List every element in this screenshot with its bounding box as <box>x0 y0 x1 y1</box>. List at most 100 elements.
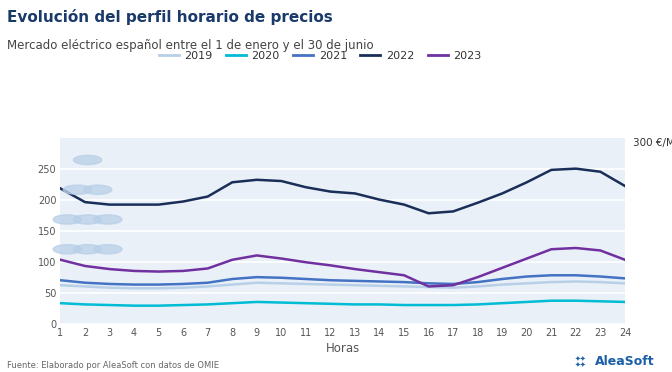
2021 <box>130 282 138 287</box>
2021 <box>400 280 408 284</box>
2020 <box>56 301 65 305</box>
Circle shape <box>83 185 112 195</box>
Circle shape <box>73 215 101 224</box>
2022 <box>498 191 506 196</box>
2023 <box>327 263 335 267</box>
2021 <box>228 277 237 281</box>
2021 <box>327 278 335 282</box>
2023 <box>474 275 482 279</box>
2022 <box>376 198 384 202</box>
2020 <box>351 302 359 307</box>
2021 <box>56 278 65 282</box>
2022 <box>351 191 359 196</box>
Text: Mercado eléctrico español entre el 1 de enero y el 30 de junio: Mercado eléctrico español entre el 1 de … <box>7 39 374 52</box>
2019 <box>253 280 261 285</box>
2023 <box>523 256 531 261</box>
2023 <box>278 256 286 261</box>
2019 <box>572 279 580 284</box>
2022 <box>56 186 65 191</box>
2022 <box>547 168 555 172</box>
2021 <box>81 280 89 285</box>
2023 <box>253 253 261 258</box>
2022 <box>572 166 580 171</box>
2021 <box>547 273 555 278</box>
Circle shape <box>53 215 81 224</box>
2021 <box>204 280 212 285</box>
Text: 300 €/MWh: 300 €/MWh <box>634 138 672 148</box>
2020 <box>474 302 482 307</box>
2019 <box>302 282 310 286</box>
2019 <box>376 283 384 288</box>
2022 <box>81 200 89 204</box>
2019 <box>523 281 531 286</box>
2020 <box>425 303 433 307</box>
2019 <box>106 285 114 290</box>
2019 <box>351 283 359 288</box>
2021 <box>621 276 629 280</box>
Circle shape <box>73 245 101 254</box>
2023 <box>596 248 604 253</box>
2021 <box>155 282 163 287</box>
Legend: 2019, 2020, 2021, 2022, 2023: 2019, 2020, 2021, 2022, 2023 <box>155 46 486 65</box>
2021 <box>572 273 580 278</box>
2019 <box>425 285 433 289</box>
2021 <box>278 276 286 280</box>
Circle shape <box>73 155 101 164</box>
2022 <box>253 177 261 182</box>
2023 <box>155 269 163 274</box>
2021 <box>523 274 531 279</box>
2019 <box>474 284 482 289</box>
2020 <box>155 304 163 308</box>
2019 <box>327 282 335 287</box>
2020 <box>278 300 286 305</box>
2020 <box>204 302 212 307</box>
2020 <box>130 304 138 308</box>
2020 <box>302 301 310 305</box>
2021 <box>376 279 384 284</box>
Line: 2023: 2023 <box>60 248 625 286</box>
2022 <box>302 185 310 189</box>
Text: AleaSoft: AleaSoft <box>595 355 655 368</box>
2019 <box>621 281 629 286</box>
2019 <box>400 284 408 289</box>
2019 <box>547 280 555 284</box>
2019 <box>56 283 65 288</box>
2022 <box>130 202 138 207</box>
2019 <box>228 282 237 287</box>
2022 <box>449 209 457 214</box>
2021 <box>106 282 114 286</box>
2023 <box>621 257 629 262</box>
2020 <box>179 303 187 307</box>
2019 <box>204 284 212 289</box>
2021 <box>425 281 433 286</box>
2019 <box>179 285 187 290</box>
2023 <box>228 257 237 262</box>
2019 <box>130 286 138 291</box>
2022 <box>425 211 433 215</box>
2023 <box>498 266 506 270</box>
2021 <box>474 280 482 284</box>
2021 <box>253 275 261 279</box>
2022 <box>327 189 335 194</box>
2022 <box>106 202 114 207</box>
2023 <box>547 247 555 251</box>
2022 <box>204 194 212 199</box>
2022 <box>179 199 187 204</box>
2020 <box>106 303 114 307</box>
Line: 2019: 2019 <box>60 282 625 288</box>
2023 <box>351 267 359 271</box>
2020 <box>81 302 89 307</box>
2022 <box>621 184 629 188</box>
2023 <box>56 257 65 262</box>
2022 <box>400 202 408 207</box>
Line: 2020: 2020 <box>60 301 625 306</box>
X-axis label: Horas: Horas <box>326 342 360 355</box>
2019 <box>498 282 506 287</box>
2022 <box>474 201 482 205</box>
2022 <box>278 179 286 183</box>
Circle shape <box>94 245 122 254</box>
2021 <box>179 282 187 286</box>
2021 <box>351 279 359 283</box>
2020 <box>228 301 237 305</box>
2020 <box>621 300 629 304</box>
